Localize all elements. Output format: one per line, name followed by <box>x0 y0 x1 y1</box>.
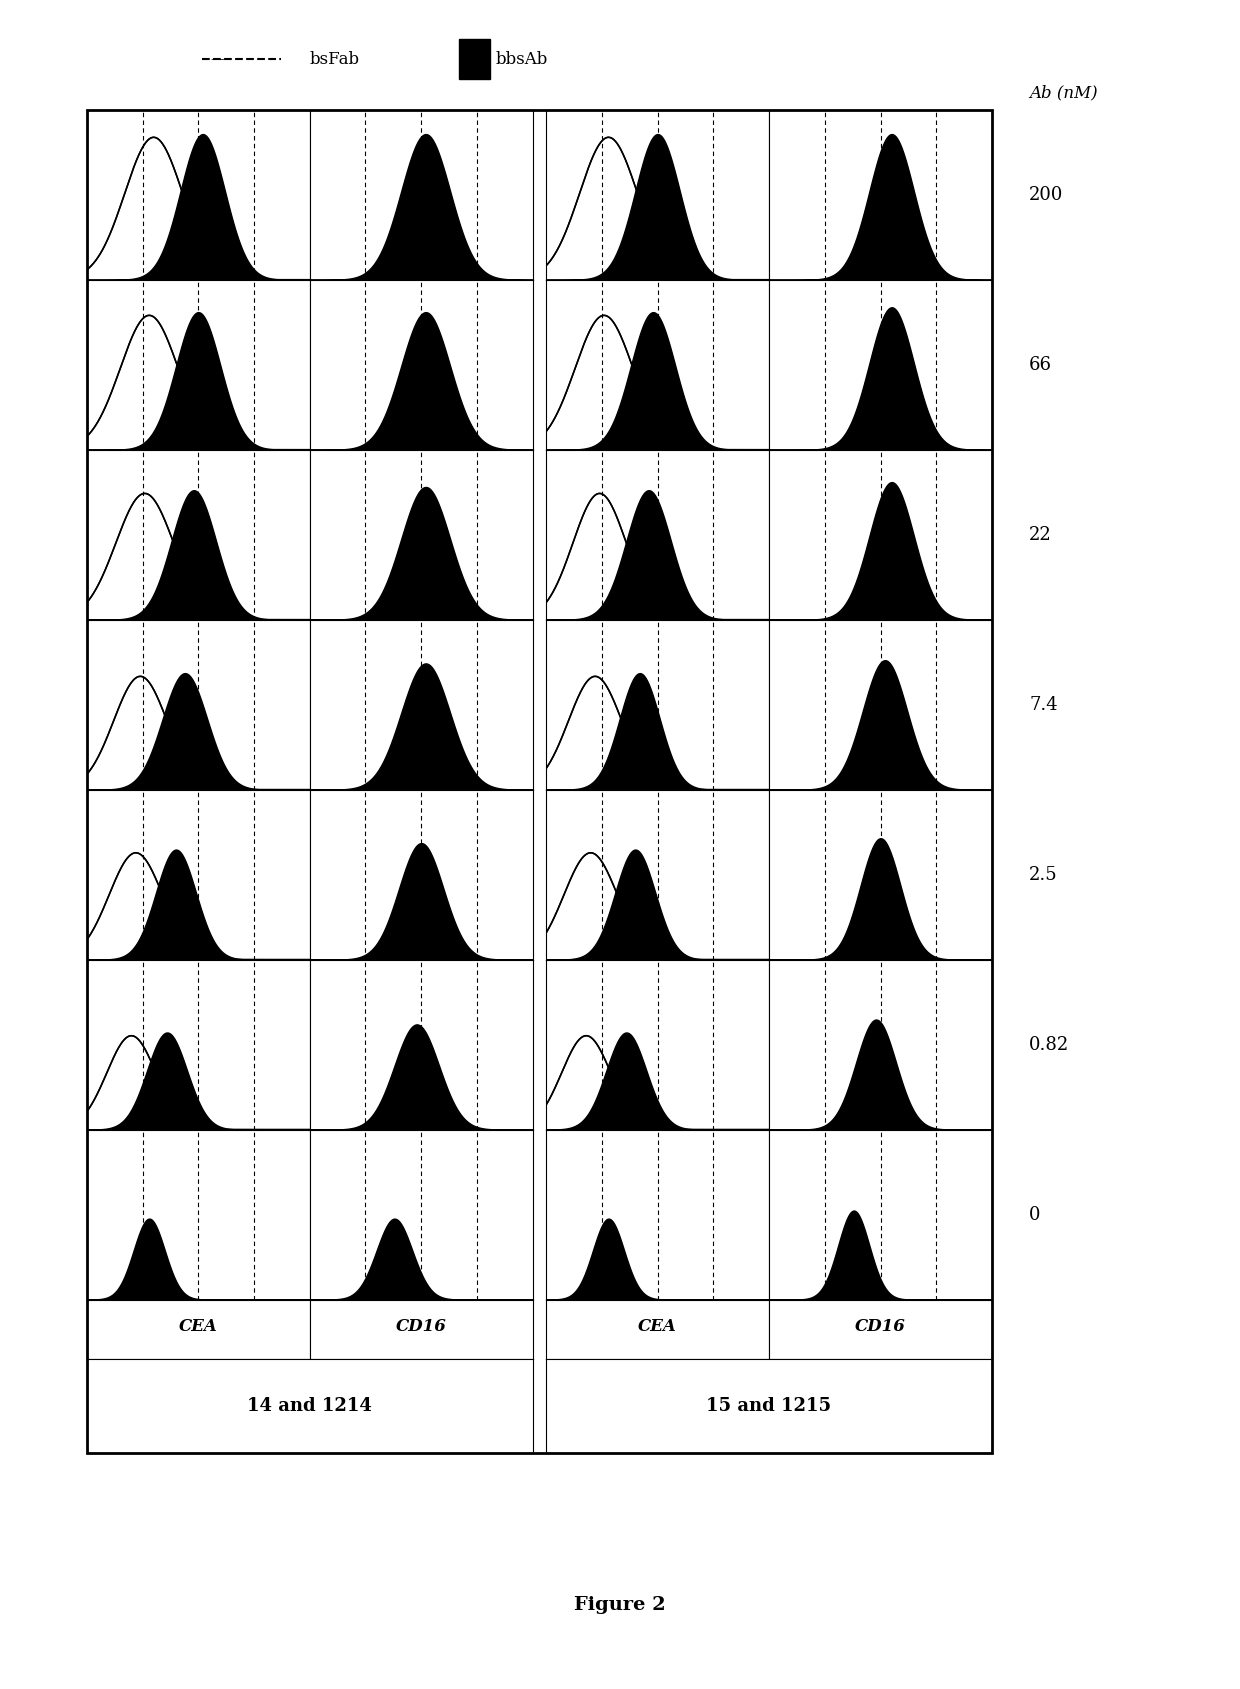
Text: 15 and 1215: 15 and 1215 <box>707 1397 832 1415</box>
Text: Ab (nM): Ab (nM) <box>1029 84 1097 101</box>
Text: —: — <box>211 52 224 66</box>
Text: CEA: CEA <box>179 1317 218 1334</box>
Text: 0: 0 <box>1029 1206 1040 1223</box>
Text: 0.82: 0.82 <box>1029 1035 1069 1054</box>
Text: 7.4: 7.4 <box>1029 696 1058 714</box>
Text: bsFab: bsFab <box>310 51 360 68</box>
Text: Figure 2: Figure 2 <box>574 1596 666 1613</box>
Text: bbsAb: bbsAb <box>496 51 548 68</box>
Text: 200: 200 <box>1029 186 1064 204</box>
Text: 66: 66 <box>1029 356 1053 373</box>
Text: 2.5: 2.5 <box>1029 866 1058 883</box>
Text: 14 and 1214: 14 and 1214 <box>247 1397 372 1415</box>
Text: 22: 22 <box>1029 525 1052 544</box>
Text: CD16: CD16 <box>396 1317 446 1334</box>
Text: CEA: CEA <box>639 1317 677 1334</box>
Text: CD16: CD16 <box>856 1317 906 1334</box>
